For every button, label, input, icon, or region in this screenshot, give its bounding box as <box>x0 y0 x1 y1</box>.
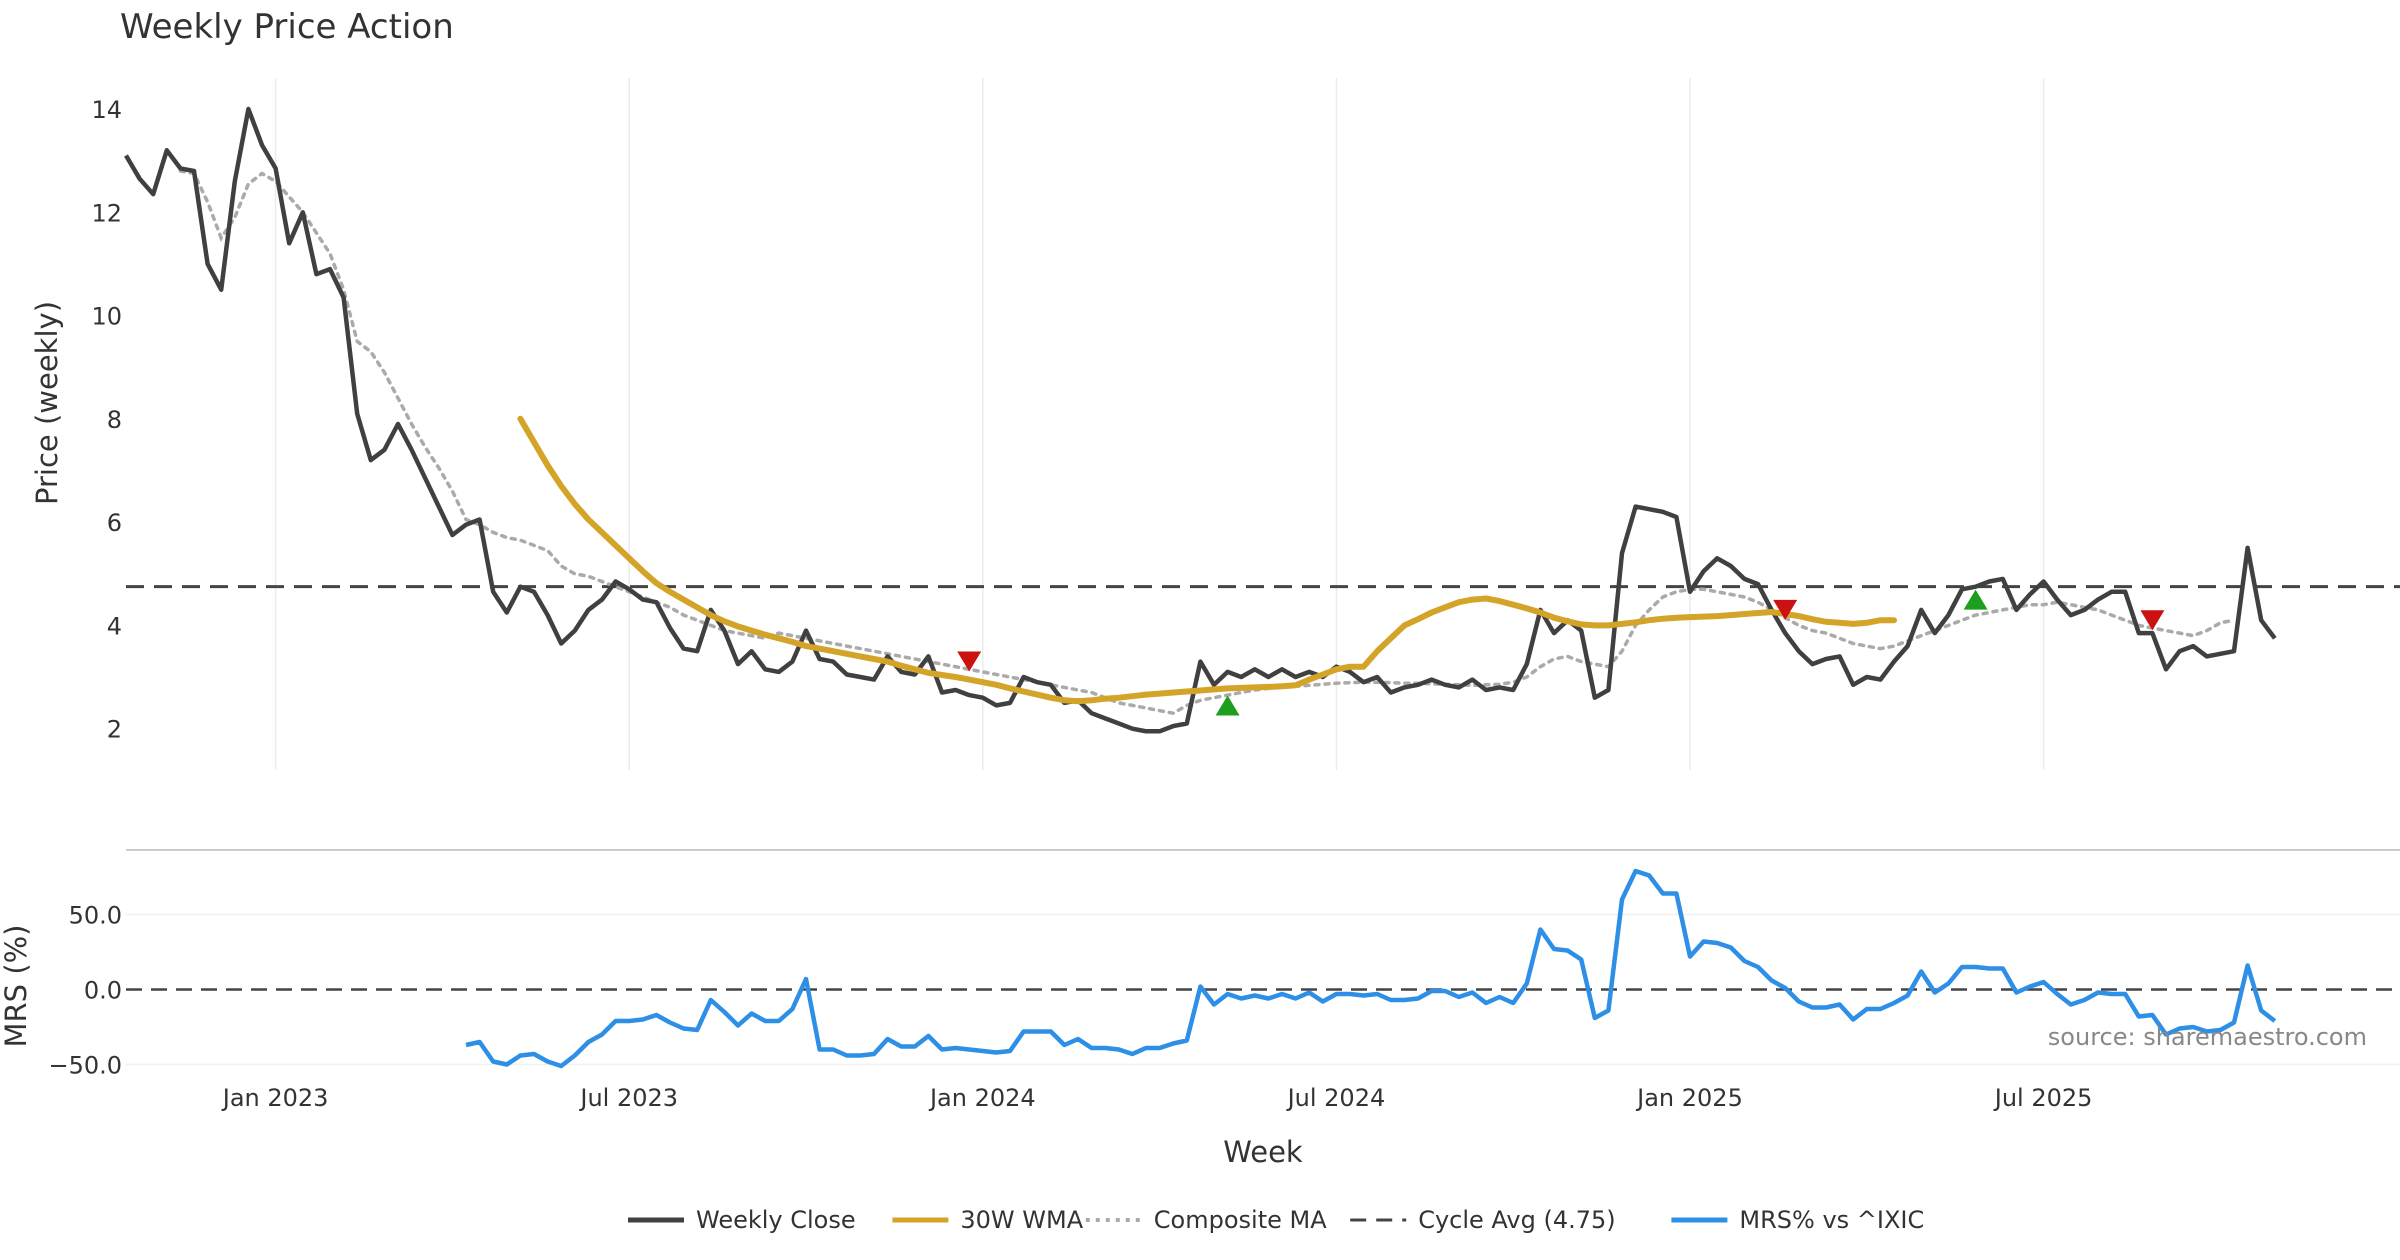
x-tick-label: Jul 2024 <box>1286 1084 1386 1112</box>
mrs-y-tick-label: −50.0 <box>48 1052 122 1080</box>
legend-label-mrs: MRS% vs ^IXIC <box>1739 1206 1924 1234</box>
legend-label-cycle: Cycle Avg (4.75) <box>1418 1206 1615 1234</box>
price-y-tick-label: 12 <box>91 199 122 227</box>
sell-signal-marker <box>1773 599 1798 620</box>
wma-30w-line <box>517 415 1897 705</box>
mrs-y-axis-label: MRS (%) <box>0 925 33 1048</box>
buy-signal-marker <box>1963 589 1988 610</box>
price-y-axis-label: Price (weekly) <box>30 301 64 505</box>
price-y-tick-label: 10 <box>91 303 122 331</box>
chart-title: Weekly Price Action <box>120 7 454 47</box>
mrs-y-tick-label: 0.0 <box>84 977 122 1005</box>
buy-signal-marker <box>1215 695 1240 716</box>
x-tick-label: Jan 2023 <box>221 1084 329 1112</box>
x-tick-label: Jan 2024 <box>928 1084 1036 1112</box>
price-y-tick-label: 8 <box>107 406 122 434</box>
x-axis-label: Week <box>1223 1135 1303 1169</box>
x-tick-label: Jan 2025 <box>1635 1084 1743 1112</box>
x-tick-label: Jul 2023 <box>578 1084 678 1112</box>
x-axis-ticks: Jan 2023 Jul 2023 Jan 2024 Jul 2024 Jan 2025… <box>221 1084 2093 1112</box>
legend-label-close: Weekly Close <box>696 1206 856 1234</box>
price-y-tick-label: 4 <box>107 612 122 640</box>
weekly-close-line <box>124 106 2277 734</box>
composite-ma-line <box>178 169 2236 716</box>
price-y-tick-label: 14 <box>91 96 122 124</box>
sell-signal-marker <box>957 651 982 672</box>
legend-label-composite: Composite MA <box>1154 1206 1327 1234</box>
legend-label-wma: 30W WMA <box>960 1206 1083 1234</box>
x-tick-label: Jul 2025 <box>1993 1084 2093 1112</box>
sell-signal-marker <box>2140 610 2165 631</box>
source-watermark: source: sharemaestro.com <box>2048 1023 2367 1051</box>
mrs-y-tick-label: 50.0 <box>69 902 122 930</box>
price-panel: 2 4 6 8 10 12 14 <box>91 96 2400 744</box>
price-y-tick-label: 6 <box>107 509 122 537</box>
mrs-panel: 50.0 0.0 −50.0 <box>48 868 2400 1080</box>
mrs-line <box>465 868 2277 1069</box>
price-y-tick-label: 2 <box>107 716 122 744</box>
legend: Weekly Close 30W WMA Composite MA Cycle Avg… <box>628 1206 1924 1234</box>
grid-lines <box>126 78 2400 1066</box>
